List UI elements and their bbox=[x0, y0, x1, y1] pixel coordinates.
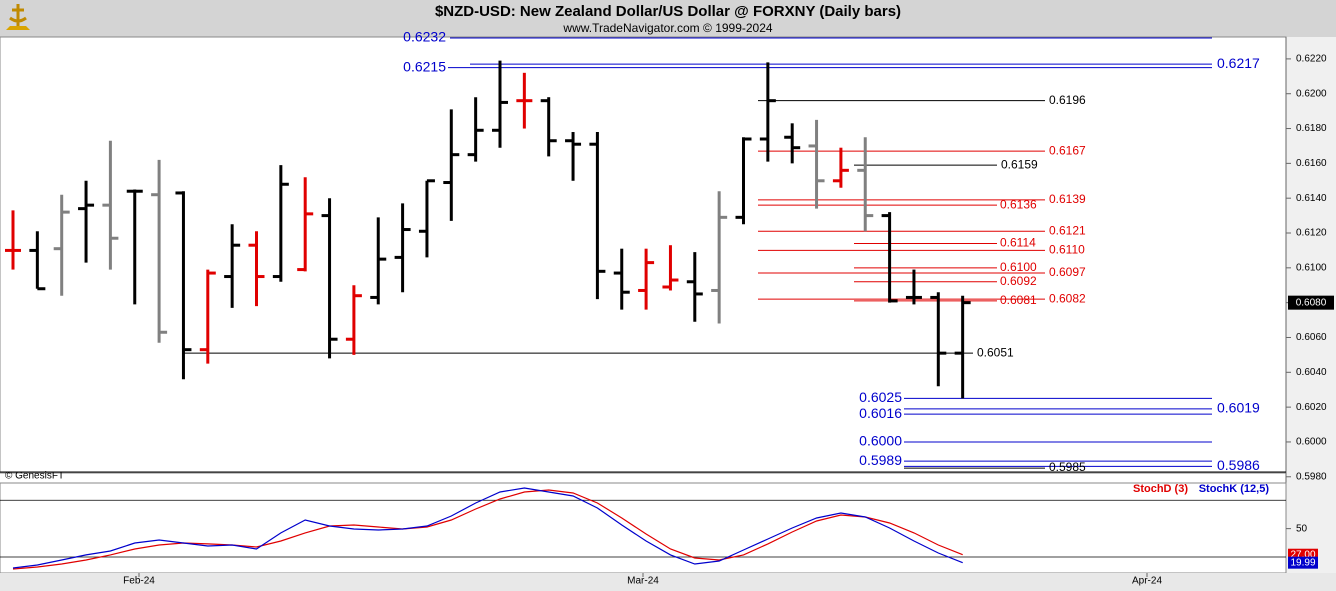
level-label: 0.5986 bbox=[1217, 457, 1260, 473]
y-tick-label: 0.6140 bbox=[1296, 193, 1327, 204]
header-bg bbox=[0, 0, 1336, 37]
y-tick-label: 0.6220 bbox=[1296, 54, 1327, 65]
level-label: 0.5985 bbox=[1049, 460, 1086, 474]
logo bbox=[6, 4, 30, 30]
legend-entry: StochD (3) bbox=[1133, 483, 1188, 495]
level-label: 0.6114 bbox=[1000, 236, 1036, 250]
price-panel bbox=[0, 36, 1287, 474]
level-label: 0.6121 bbox=[1049, 223, 1086, 237]
level-label: 0.6136 bbox=[1000, 197, 1037, 211]
y-tick-label: 0.6200 bbox=[1296, 88, 1327, 99]
y-tick-label: 50 bbox=[1296, 523, 1308, 534]
stoch-line bbox=[12, 489, 963, 570]
y-tick-label: 0.6180 bbox=[1296, 123, 1327, 134]
y-tick-label: 0.5980 bbox=[1296, 471, 1327, 482]
y-tick-label: 0.6000 bbox=[1296, 437, 1327, 448]
level-label: 0.6082 bbox=[1049, 291, 1086, 305]
stoch-panel bbox=[0, 482, 1287, 574]
y-tick-label: 0.6020 bbox=[1296, 402, 1327, 413]
last-price-tag bbox=[1288, 295, 1334, 310]
y-tick-label: 0.6040 bbox=[1296, 367, 1327, 378]
last-price-label: 0.6080 bbox=[1296, 297, 1327, 308]
level-label: 0.6217 bbox=[1217, 55, 1260, 71]
chart-subtitle: www.TradeNavigator.com © 1999-2024 bbox=[562, 21, 772, 35]
level-label: 0.6232 bbox=[403, 29, 446, 45]
level-label: 0.6167 bbox=[1049, 143, 1086, 157]
chart-title: $NZD-USD: New Zealand Dollar/US Dollar @… bbox=[435, 3, 901, 20]
level-label: 0.6215 bbox=[403, 58, 446, 74]
level-label: 0.6000 bbox=[859, 433, 902, 449]
y-tick-label: 0.6100 bbox=[1296, 262, 1327, 273]
level-label: 0.6081 bbox=[1000, 293, 1037, 307]
level-label: 0.6016 bbox=[859, 405, 902, 421]
x-tick-label: Apr-24 bbox=[1132, 576, 1162, 587]
y-tick-label: 0.6060 bbox=[1296, 332, 1327, 343]
end-tag bbox=[1288, 556, 1318, 569]
level-label: 0.5989 bbox=[859, 452, 902, 468]
level-label: 0.6097 bbox=[1049, 265, 1086, 279]
end-tag-label: 19.99 bbox=[1290, 557, 1315, 568]
level-label: 0.6159 bbox=[1001, 157, 1038, 171]
x-tick-label: Mar-24 bbox=[627, 576, 659, 587]
y-tick-label: 0.6120 bbox=[1296, 228, 1327, 239]
stoch-line bbox=[12, 487, 963, 569]
level-label: 0.6139 bbox=[1049, 192, 1086, 206]
watermark: © GenesisFT bbox=[5, 471, 64, 482]
legend-entry: StochK (12,5) bbox=[1199, 483, 1270, 495]
date-axis-bg bbox=[0, 573, 1336, 591]
level-label: 0.6019 bbox=[1217, 400, 1260, 416]
level-label: 0.6092 bbox=[1000, 274, 1037, 288]
end-tag-label: 27.00 bbox=[1290, 549, 1315, 560]
level-label: 0.6110 bbox=[1049, 243, 1085, 257]
y-tick-label: 0.6160 bbox=[1296, 158, 1327, 169]
level-label: 0.6051 bbox=[977, 345, 1014, 359]
x-tick-label: Feb-24 bbox=[123, 576, 155, 587]
level-label: 0.6100 bbox=[1000, 260, 1037, 274]
level-label: 0.6025 bbox=[859, 389, 902, 405]
level-label: 0.6196 bbox=[1049, 93, 1086, 107]
